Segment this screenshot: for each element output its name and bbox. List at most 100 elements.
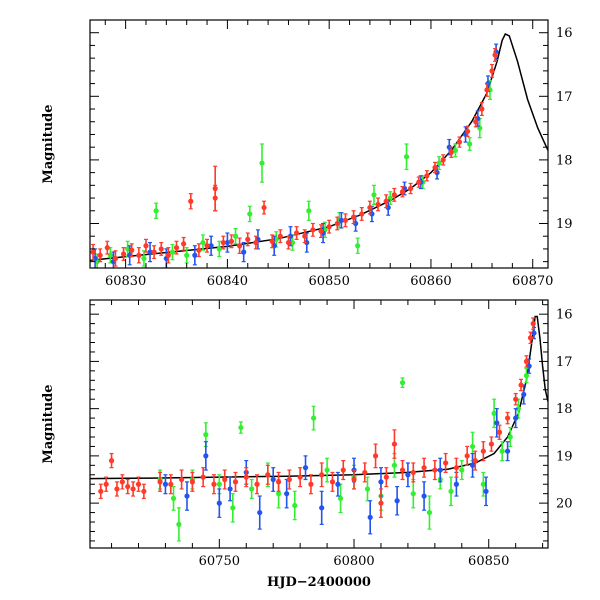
marker <box>387 195 393 201</box>
marker <box>189 479 195 485</box>
marker <box>228 238 235 244</box>
marker <box>399 189 406 195</box>
data-point <box>151 245 157 260</box>
marker <box>364 486 371 492</box>
marker <box>383 198 389 204</box>
data-point <box>504 441 511 462</box>
marker <box>408 185 414 192</box>
data-point <box>179 469 185 490</box>
marker <box>416 179 422 185</box>
data-point <box>421 457 427 478</box>
data-point <box>270 467 276 492</box>
marker <box>383 474 389 480</box>
data-point <box>351 469 357 490</box>
marker <box>480 448 486 454</box>
data-point <box>375 197 381 212</box>
data-point <box>499 441 505 462</box>
data-point <box>200 467 206 488</box>
y-tick-label: 18 <box>556 153 573 168</box>
data-point <box>143 238 149 253</box>
data-point <box>245 232 251 247</box>
marker <box>318 228 324 234</box>
x-tick-label: 60850 <box>468 554 509 569</box>
data-point <box>355 237 361 254</box>
data-point <box>372 443 379 469</box>
data-point <box>367 200 373 215</box>
model-curve <box>90 33 548 262</box>
marker <box>151 249 157 255</box>
marker <box>456 139 463 145</box>
data-point <box>196 243 202 258</box>
marker <box>338 217 344 223</box>
marker <box>114 486 120 492</box>
marker <box>491 410 497 416</box>
data-point <box>249 478 255 499</box>
marker <box>97 252 103 258</box>
marker <box>284 491 290 497</box>
marker <box>477 125 483 131</box>
plot-area <box>90 33 548 268</box>
marker <box>521 391 527 398</box>
marker <box>165 252 171 258</box>
x-tick-label: 60870 <box>512 274 553 289</box>
data-point <box>232 227 239 245</box>
marker <box>340 467 346 473</box>
marker <box>494 420 500 426</box>
marker <box>261 204 267 211</box>
plot-frame <box>89 299 549 549</box>
marker <box>254 481 260 487</box>
y-tick-label: 18 <box>556 402 573 417</box>
y-axis-label: Magnitude <box>41 104 56 183</box>
data-point <box>319 462 325 488</box>
marker <box>310 227 316 233</box>
series-2 <box>92 43 499 268</box>
marker <box>526 363 532 369</box>
data-point <box>285 235 292 250</box>
bottom-panel: 60750 60800 60850 16 17 18 19 20 Magnitude HJD−24… <box>41 299 573 590</box>
marker <box>319 472 325 478</box>
marker <box>275 479 282 485</box>
marker <box>432 467 438 473</box>
data-point <box>292 490 298 521</box>
marker <box>204 243 210 249</box>
data-point <box>310 222 316 237</box>
data-point <box>119 474 125 490</box>
data-point <box>426 495 433 530</box>
marker <box>120 251 127 257</box>
plot-area <box>90 315 548 542</box>
data-point <box>394 485 400 516</box>
marker <box>157 479 163 485</box>
data-point <box>125 478 131 495</box>
data-point <box>158 241 164 256</box>
data-point <box>378 488 384 518</box>
marker <box>270 476 276 483</box>
data-point <box>371 184 377 206</box>
marker <box>355 243 361 249</box>
data-point <box>364 476 371 502</box>
marker <box>162 481 169 487</box>
marker <box>259 160 265 166</box>
data-point <box>523 355 530 368</box>
marker <box>405 472 411 478</box>
marker <box>308 481 314 487</box>
y-tick-label: 20 <box>556 497 573 512</box>
data-point <box>277 229 283 244</box>
marker <box>484 87 490 93</box>
data-point <box>220 235 226 250</box>
marker <box>200 239 206 246</box>
marker <box>257 509 263 516</box>
data-point <box>238 421 244 434</box>
marker <box>196 247 202 253</box>
data-point <box>507 426 513 448</box>
data-point <box>489 63 495 78</box>
marker <box>125 483 131 490</box>
marker <box>141 255 147 262</box>
marker <box>530 321 536 327</box>
marker <box>367 204 373 211</box>
data-point <box>208 235 214 256</box>
marker <box>249 486 255 492</box>
marker <box>286 476 292 483</box>
data-point <box>284 478 290 509</box>
data-point <box>228 234 235 249</box>
data-point <box>114 481 120 497</box>
